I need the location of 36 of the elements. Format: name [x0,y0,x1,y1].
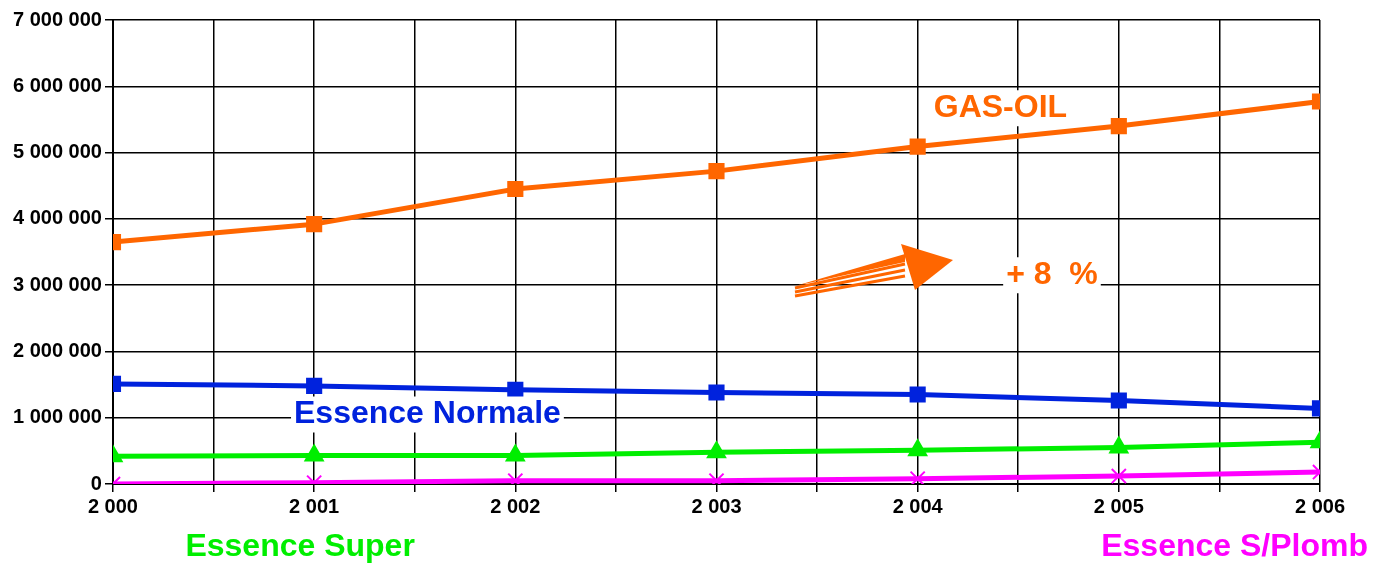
point [708,384,725,401]
y-tick-label: 6 000 000 [12,73,102,96]
x-tick-label: 2 005 [1093,494,1144,517]
y-tick-label: 0 [90,471,102,494]
x-tick-label: 2 002 [490,494,541,517]
point [306,216,323,233]
point [706,441,727,459]
y-tick-label: 2 000 000 [12,338,102,361]
text: Essence Super [185,526,415,563]
series-label: Essence Normale [294,394,561,431]
point [1109,436,1129,454]
point [306,377,323,394]
point [507,180,524,198]
point [1110,117,1127,135]
y-tick-label: 7 000 000 [12,7,102,30]
point [909,470,926,484]
point [908,439,928,457]
point [1110,467,1127,484]
x-tick-label: 2 000 [87,494,139,517]
point [708,163,725,180]
point [909,386,926,403]
x-tick-label: 2 004 [892,494,944,517]
series-label: Essence S/Plomb [1101,526,1368,563]
point [304,444,324,462]
annotation: + 8 % [1006,255,1098,292]
point [1110,392,1127,409]
y-tick-label: 3 000 000 [12,272,102,295]
y-tick-label: 4 000 000 [12,206,102,229]
point [505,444,525,462]
x-tick-label: 2 006 [1294,494,1346,517]
series-label: GAS-OIL [933,87,1068,124]
x-tick-label: 2 003 [691,494,742,517]
y-tick-label: 1 000 000 [12,405,102,428]
point [909,138,926,155]
x-tick-label: 2 001 [289,494,340,517]
y-tick-label: 5 000 000 [12,140,102,163]
